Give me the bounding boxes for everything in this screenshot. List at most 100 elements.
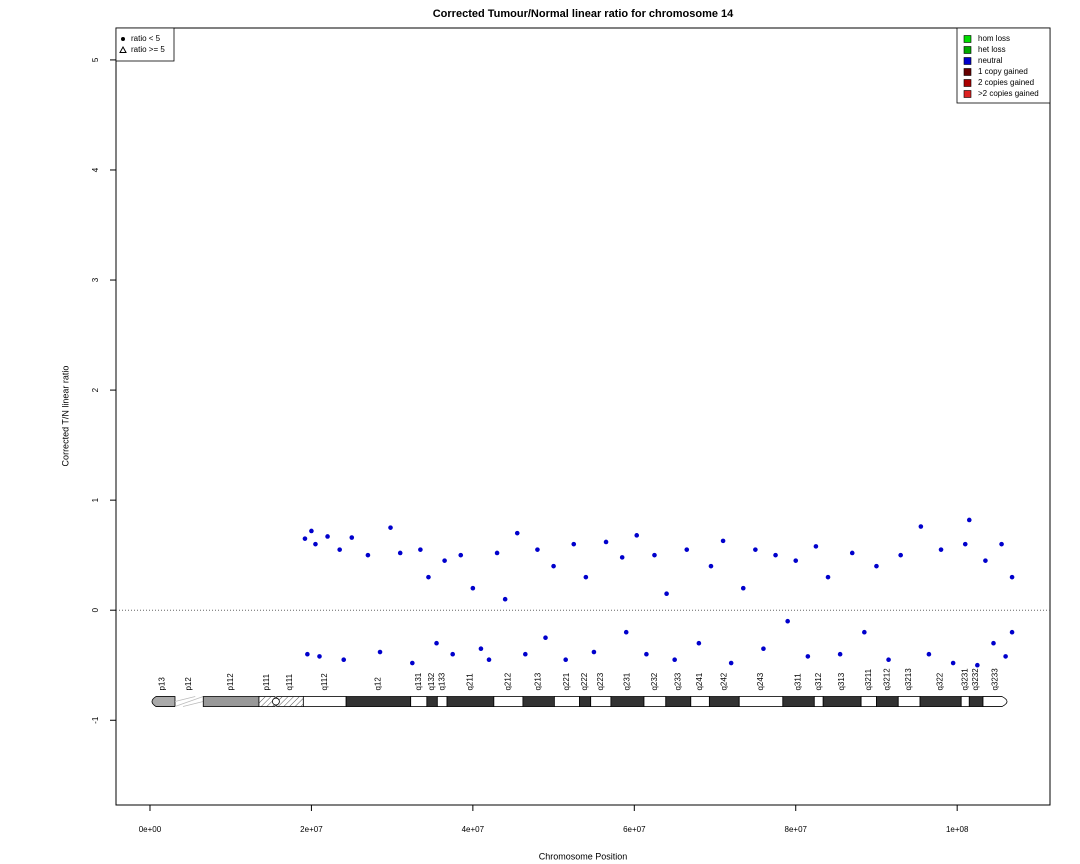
data-point	[523, 651, 528, 657]
y-tick-label: 4	[91, 167, 100, 172]
ideogram-band	[276, 696, 304, 707]
data-point	[591, 649, 597, 655]
ideogram-band	[610, 696, 645, 707]
x-tick-label: 1e+08	[946, 825, 969, 834]
band-label: q233	[673, 672, 682, 690]
band-label: q213	[534, 672, 543, 690]
legend-swatch	[963, 57, 972, 65]
data-point	[486, 657, 492, 663]
band-label: q243	[756, 672, 765, 690]
ideogram-band	[822, 696, 862, 707]
ideogram-band	[436, 696, 448, 707]
data-point	[388, 525, 393, 530]
legend-label: ratio < 5	[131, 34, 161, 43]
data-point	[684, 547, 690, 552]
legend-symbol	[119, 45, 127, 53]
band-label: q3213	[904, 668, 913, 691]
ideogram-band	[860, 696, 877, 707]
ideogram-band	[968, 696, 984, 707]
ideogram-band	[151, 696, 176, 707]
data-point	[874, 563, 879, 569]
ideogram-band	[919, 696, 962, 707]
legend-label: hom loss	[978, 34, 1010, 43]
band-label: q222	[580, 672, 589, 690]
data-point	[470, 585, 476, 591]
data-point	[313, 541, 318, 547]
y-tick-label: 3	[91, 277, 100, 282]
ideogram-band	[665, 696, 692, 707]
legend-symbol	[121, 37, 125, 41]
data-point	[502, 596, 508, 602]
ideogram-band	[738, 696, 784, 707]
data-point	[728, 660, 734, 666]
ideogram-band	[690, 696, 710, 707]
x-tick-label: 8e+07	[785, 825, 808, 834]
data-point	[999, 541, 1004, 547]
data-point	[365, 552, 371, 558]
band-label: q313	[837, 672, 846, 690]
legend-label: 2 copies gained	[978, 78, 1034, 87]
x-tick-label: 4e+07	[462, 825, 485, 834]
band-label: q12	[374, 677, 383, 691]
legend-swatch	[963, 68, 972, 76]
data-point	[696, 640, 702, 646]
data-point	[813, 544, 819, 549]
ideogram-band	[522, 696, 555, 707]
ideogram-band	[590, 696, 612, 707]
data-point	[753, 547, 758, 552]
x-tick-label: 6e+07	[623, 825, 646, 834]
plot-frame	[115, 27, 1051, 806]
data-point	[377, 649, 383, 655]
data-point	[918, 524, 924, 529]
data-point	[966, 517, 972, 523]
legend-label: neutral	[978, 56, 1003, 65]
data-point	[418, 547, 423, 552]
ideogram-band	[426, 696, 438, 707]
data-point	[603, 539, 609, 545]
data-point	[793, 558, 799, 563]
x-tick-label: 2e+07	[300, 825, 323, 834]
band-label: q211	[466, 673, 475, 691]
data-point	[1009, 629, 1015, 635]
data-point	[991, 640, 996, 646]
data-point	[543, 635, 548, 641]
data-point	[652, 552, 657, 558]
band-label: q241	[695, 672, 704, 690]
data-point	[1009, 574, 1015, 580]
data-point	[551, 563, 556, 569]
data-point	[837, 651, 843, 657]
band-label: q3232	[971, 668, 980, 691]
data-point	[410, 660, 415, 666]
data-point	[478, 646, 484, 652]
data-point	[458, 552, 464, 558]
data-point	[926, 651, 932, 657]
data-point	[623, 629, 629, 635]
ideogram-band	[446, 696, 495, 707]
data-point	[962, 541, 968, 547]
legend-swatch	[963, 46, 972, 54]
data-point	[302, 536, 308, 541]
data-point	[644, 651, 649, 657]
legend-label: ratio >= 5	[131, 45, 165, 54]
band-label: q3212	[882, 668, 891, 691]
data-point	[825, 574, 831, 580]
ideogram-band	[876, 696, 899, 707]
data-point	[862, 629, 867, 635]
band-label: q111	[285, 673, 294, 690]
band-label: p12	[184, 677, 193, 691]
y-tick-label: 0	[91, 607, 100, 612]
data-point	[317, 654, 322, 659]
y-tick-label: 1	[91, 497, 100, 502]
ideogram-band	[982, 696, 1008, 707]
ideogram-band	[960, 696, 970, 707]
chart-title: Corrected Tumour/Normal linear ratio for…	[433, 8, 734, 20]
ideogram-band	[202, 696, 260, 707]
data-point	[1003, 654, 1008, 659]
ideogram-stalk	[174, 696, 204, 707]
band-label: p13	[158, 677, 167, 691]
data-point	[785, 618, 790, 624]
data-point	[442, 558, 447, 563]
legend-box	[956, 27, 1051, 104]
band-label: q112	[320, 673, 329, 691]
